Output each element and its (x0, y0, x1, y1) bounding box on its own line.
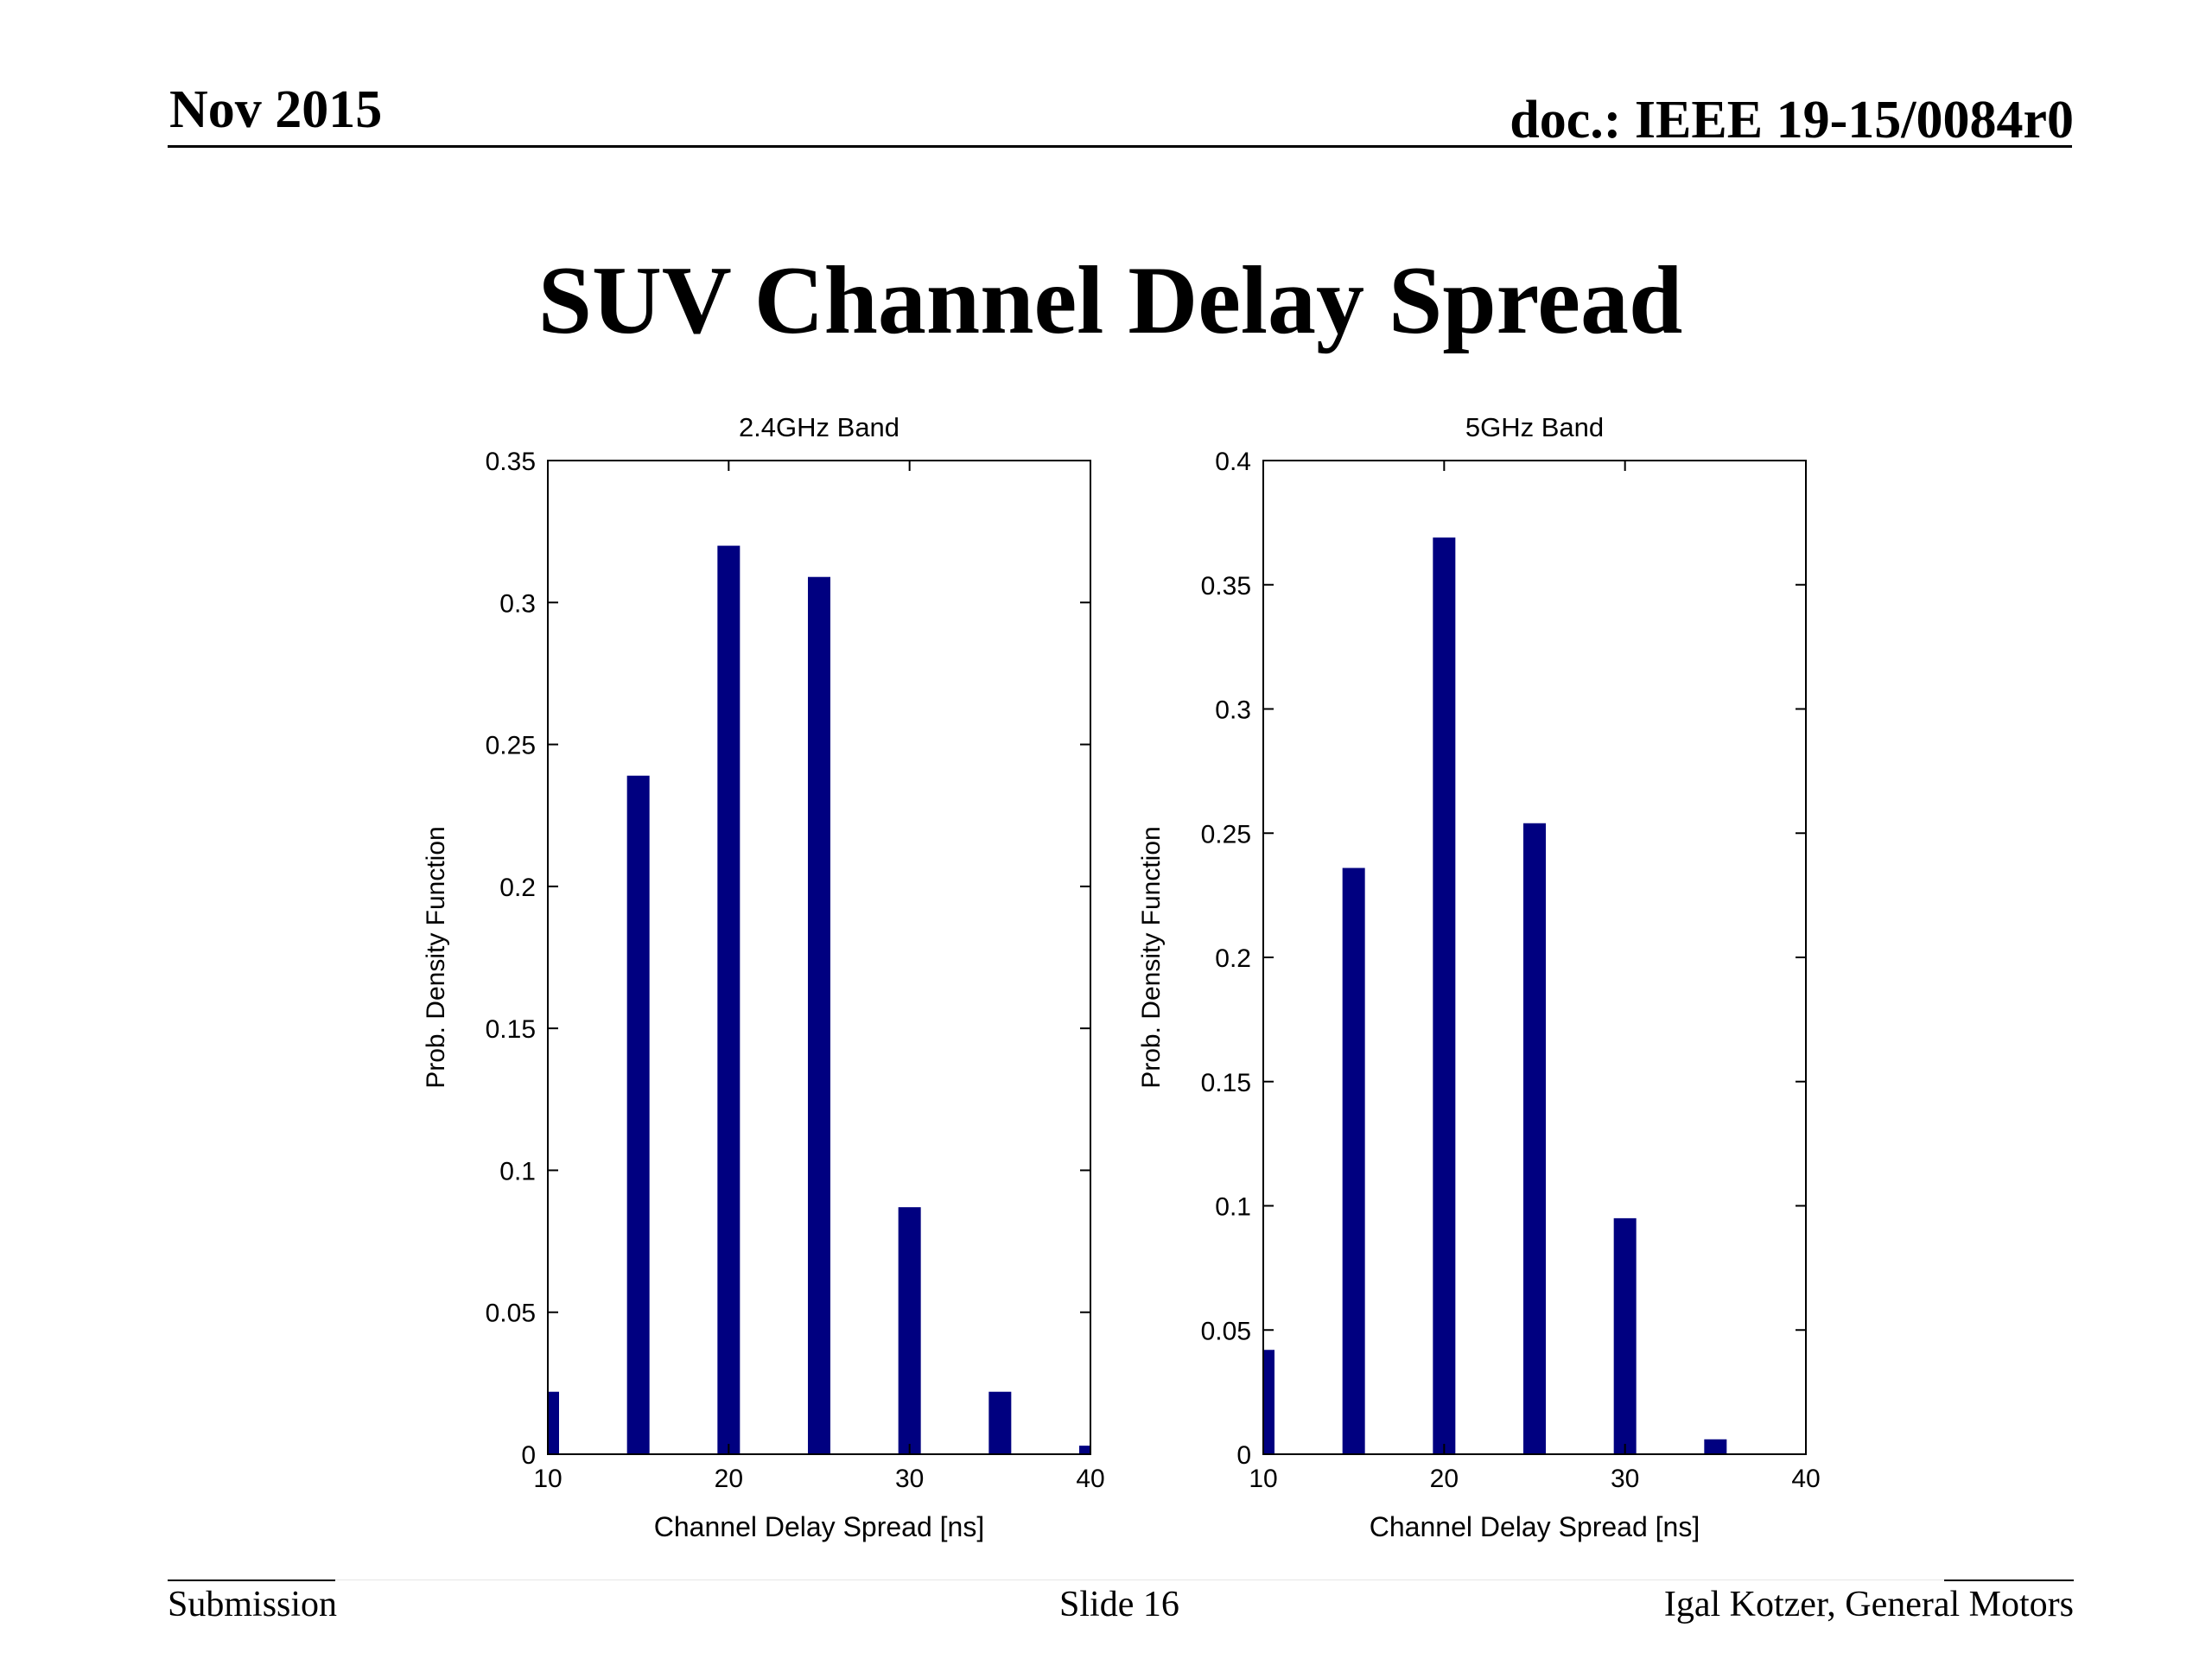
y-tick-label: 0.25 (1201, 820, 1251, 849)
bar (717, 545, 741, 1454)
bar (1704, 1439, 1727, 1454)
x-axis-label: Channel Delay Spread [ns] (654, 1511, 984, 1542)
footer-rule-right (1944, 1580, 2074, 1581)
bar (1613, 1217, 1637, 1454)
bars (1263, 537, 1727, 1454)
x-tick-label: 20 (1430, 1465, 1459, 1493)
x-axis-label: Channel Delay Spread [ns] (1370, 1511, 1700, 1542)
y-tick-label: 0.3 (499, 589, 536, 618)
bar (988, 1391, 1012, 1454)
y-tick-label: 0.05 (486, 1300, 536, 1328)
header-doc-id: doc.: IEEE 19-15/0084r0 (1510, 91, 2074, 149)
y-tick-label: 0.15 (486, 1015, 536, 1044)
y-tick-label: 0.35 (1201, 572, 1251, 601)
x-tick-label: 40 (1076, 1465, 1104, 1493)
footer-rule-left (168, 1580, 335, 1581)
y-tick-label: 0.05 (1201, 1317, 1251, 1345)
header-date: Nov 2015 (169, 80, 383, 139)
y-axis-label: Prob. Density Function (422, 826, 450, 1088)
y-axis-label: Prob. Density Function (1137, 826, 1166, 1088)
bar (1342, 868, 1365, 1454)
bar (808, 576, 830, 1454)
bar (1523, 823, 1546, 1454)
x-tick-label: 20 (715, 1465, 743, 1493)
bar (898, 1207, 921, 1454)
chart-title: 5GHz Band (1465, 412, 1604, 442)
axes-box (547, 460, 1091, 1455)
bar (548, 1391, 559, 1454)
x-tick-label: 10 (1249, 1465, 1277, 1493)
y-tick-label: 0.2 (1215, 944, 1251, 973)
header-rule (168, 145, 2072, 148)
y-tick-label: 0.4 (1215, 448, 1251, 476)
y-tick-label: 0.2 (499, 874, 536, 902)
y-tick-label: 0.35 (486, 448, 536, 476)
footer-author: Igal Kotzer, General Motors (1663, 1585, 2074, 1624)
bars (548, 545, 1090, 1454)
footer-submission: Submission (168, 1585, 338, 1624)
x-tick-label: 40 (1791, 1465, 1820, 1493)
chart-title: 2.4GHz Band (739, 412, 899, 442)
y-tick-label: 0.1 (1215, 1193, 1251, 1222)
x-tick-label: 30 (895, 1465, 924, 1493)
y-tick-label: 0.15 (1201, 1069, 1251, 1097)
y-tick-label: 0 (1236, 1441, 1251, 1470)
bar (1263, 1350, 1274, 1454)
bar (626, 775, 650, 1454)
x-tick-label: 10 (533, 1465, 562, 1493)
bar (1433, 537, 1456, 1454)
bar (1079, 1446, 1090, 1454)
y-tick-label: 0.1 (499, 1157, 536, 1185)
y-tick-label: 0.25 (486, 732, 536, 760)
chart-2-4ghz: 0 0.05 0.1 0.15 0.2 0.25 0.3 0.35 10 20 30 40 2.4GHz… (422, 412, 1105, 1542)
chart-5ghz: 0 0.05 0.1 0.15 0.2 0.25 0.3 0.35 0.4 10 20 30 40 5GH… (1137, 412, 1821, 1542)
x-tick-label: 30 (1611, 1465, 1639, 1493)
footer-slide-number: Slide 16 (1059, 1585, 1179, 1624)
slide-title: SUV Channel Delay Spread (537, 247, 1683, 354)
y-tick-label: 0.3 (1215, 696, 1251, 725)
y-tick-label: 0 (521, 1441, 536, 1470)
